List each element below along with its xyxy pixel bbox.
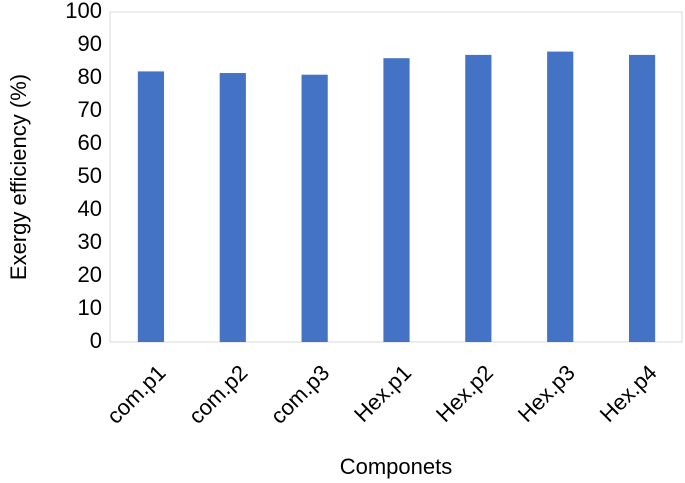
bar [465,54,492,343]
x-tick-label: com.p3 [266,360,335,429]
y-tick-label: 80 [78,64,102,89]
x-tick-label: com.p1 [102,360,171,429]
y-tick-label: 40 [78,196,102,221]
y-tick-label: 50 [78,163,102,188]
x-tick-label: Hex.p2 [431,360,498,427]
y-tick-label: 0 [90,328,102,353]
x-tick-label: Hex.p1 [349,360,416,427]
bar [137,71,165,343]
y-tick-label: 20 [78,262,102,287]
bar [547,51,574,342]
bar [219,73,246,343]
y-tick-label: 70 [78,97,102,122]
x-tick-label: Hex.p4 [595,360,662,427]
bar [383,58,410,342]
y-axis-title: Exergy efficiency (%) [6,74,31,280]
x-tick-label: Hex.p3 [513,360,580,427]
x-tick-label: com.p2 [184,360,253,429]
y-tick-label: 10 [78,295,102,320]
y-tick-label: 100 [65,0,102,23]
y-tick-label: 90 [78,31,102,56]
x-axis-title: Componets [340,454,453,479]
y-tick-label: 30 [78,229,102,254]
bar [628,54,656,343]
y-tick-label: 60 [78,130,102,155]
bar [301,74,328,342]
